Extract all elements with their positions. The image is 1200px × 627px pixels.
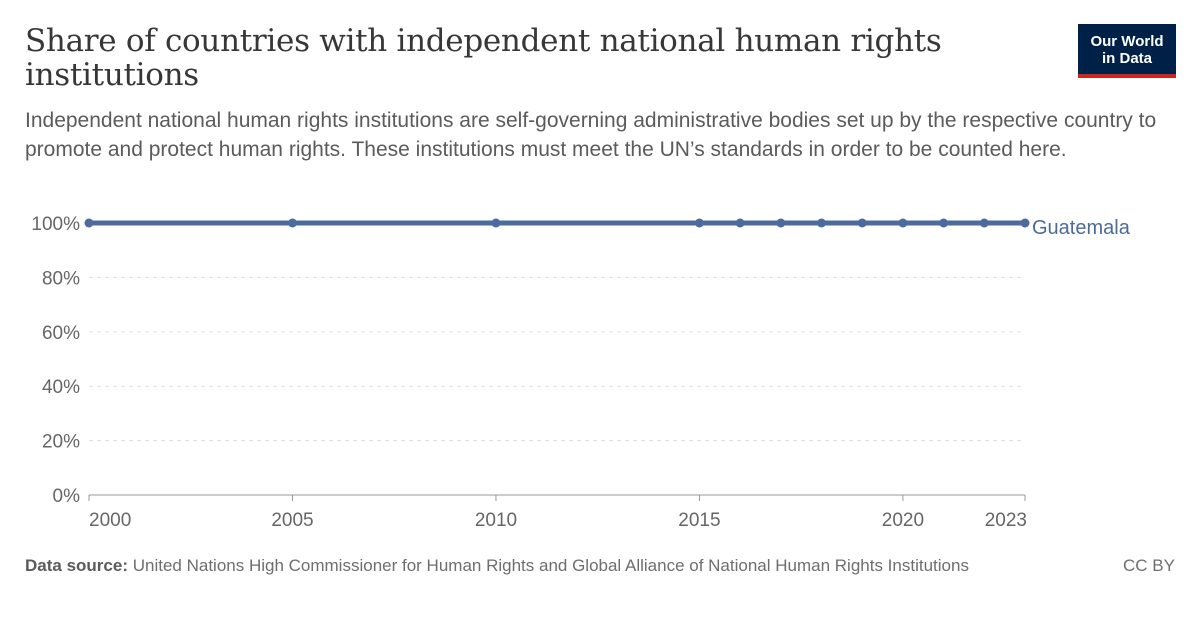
x-tick-label: 2010: [475, 510, 517, 531]
data-point: [857, 218, 867, 228]
data-point: [84, 218, 94, 228]
chart-title: Share of countries with independent nati…: [25, 23, 942, 93]
y-tick-label: 0%: [53, 486, 81, 507]
chart-subtitle: Independent national human rights instit…: [25, 109, 1157, 161]
y-tick-label: 20%: [42, 432, 80, 453]
x-tick-label: 2000: [89, 510, 131, 531]
data-source: Data source: United Nations High Commiss…: [25, 553, 1085, 578]
data-point: [694, 218, 704, 228]
x-tick-label: 2005: [271, 510, 313, 531]
owid-logo[interactable]: Our World in Data: [1078, 24, 1176, 78]
logo-line-1: Our World: [1090, 33, 1164, 50]
series-label: Guatemala: [1032, 217, 1131, 239]
data-point: [287, 218, 297, 228]
x-tick-label: 2023: [985, 510, 1027, 531]
data-point: [898, 218, 908, 228]
data-source-text[interactable]: United Nations High Commissioner for Hum…: [132, 556, 969, 575]
data-point: [979, 218, 989, 228]
y-tick-label: 80%: [42, 268, 80, 289]
data-point: [817, 218, 827, 228]
data-point: [491, 218, 501, 228]
y-tick-label: 100%: [31, 214, 80, 235]
data-point: [939, 218, 949, 228]
y-tick-label: 60%: [42, 323, 80, 344]
data-source-label: Data source:: [25, 556, 128, 575]
data-point: [1020, 218, 1030, 228]
logo-line-2: in Data: [1101, 50, 1152, 67]
license-link[interactable]: CC BY: [1123, 556, 1175, 575]
data-point: [735, 218, 745, 228]
x-tick-label: 2015: [678, 510, 720, 531]
x-tick-label: 2020: [882, 510, 924, 531]
data-point: [776, 218, 786, 228]
y-tick-label: 40%: [42, 377, 80, 398]
